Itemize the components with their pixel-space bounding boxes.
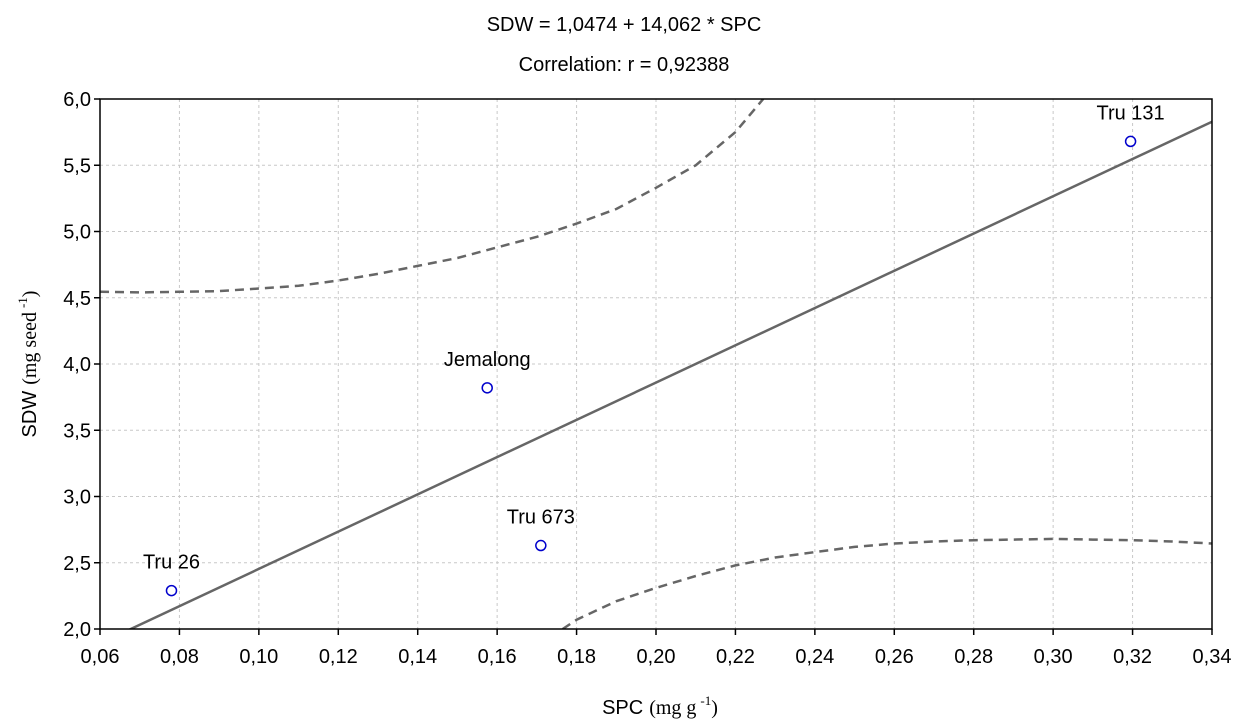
y-axis-label-sup: -1 [15,297,30,308]
y-tick-label: 4,0 [63,354,91,376]
x-tick-label: 0,28 [954,646,993,668]
x-tick-label: 0,20 [637,646,676,668]
regression-line-group [127,120,1212,629]
data-point [1124,135,1137,148]
x-tick-label: 0,18 [557,646,596,668]
data-point [535,539,547,552]
data-points: Tru 26 Jemalong Tru 673 Tru 131 [143,102,1165,597]
point-label: Tru 26 [143,552,200,574]
confidence-band-upper [100,99,765,294]
y-tick-label: 4,5 [63,288,91,310]
x-axis-label-unit: (mg g [649,697,696,719]
x-axis-label-close: ) [711,697,718,719]
y-tick-label: 5,5 [63,155,91,177]
x-tick-label: 0,12 [319,646,358,668]
y-tick-label: 2,0 [63,619,91,641]
grid [100,99,1212,629]
y-tick-label: 6,0 [63,89,91,111]
x-tick-label: 0,08 [160,646,199,668]
point-label: Jemalong [444,349,531,371]
x-axis-label-main: SPC [602,697,643,719]
data-point [481,382,493,394]
confidence-band-lower [562,537,1212,629]
y-axis-label-main: SDW [19,391,41,438]
y-tick-label: 3,0 [63,487,91,509]
x-tick-label: 0,30 [1034,646,1073,668]
x-tick-label: 0,22 [716,646,755,668]
x-tick-label: 0,34 [1193,646,1232,668]
x-tick-label: 0,10 [239,646,278,668]
chart-subtitle: Correlation: r = 0,92388 [519,54,730,76]
point-label: Tru 673 [507,507,575,529]
axes: 0,06 0,08 0,10 0,12 0,14 0,16 0,18 0,20 0,22 0,24… [63,89,1231,668]
data-point [165,584,178,597]
x-axis-label: SPC (mg g -1) [602,693,718,719]
x-tick-label: 0,26 [875,646,914,668]
regression-line [127,120,1212,629]
y-tick-label: 5,0 [63,222,91,244]
y-tick-label: 3,5 [63,420,91,442]
chart-title: SDW = 1,0474 + 14,062 * SPC [487,14,762,36]
x-tick-label: 0,14 [398,646,437,668]
x-tick-label: 0,24 [795,646,834,668]
y-tick-label: 2,5 [63,553,91,575]
y-axis-label: SDW (mg seed -1) [15,291,41,438]
x-tick-label: 0,16 [478,646,517,668]
x-tick-label: 0,32 [1113,646,1152,668]
x-axis-label-sup: -1 [700,693,711,708]
x-tick-label: 0,06 [81,646,120,668]
y-axis-label-unit: (mg seed [19,312,41,385]
y-axis-label-close: ) [19,291,41,298]
confidence-band [100,99,1212,629]
point-label: Tru 131 [1096,102,1164,124]
